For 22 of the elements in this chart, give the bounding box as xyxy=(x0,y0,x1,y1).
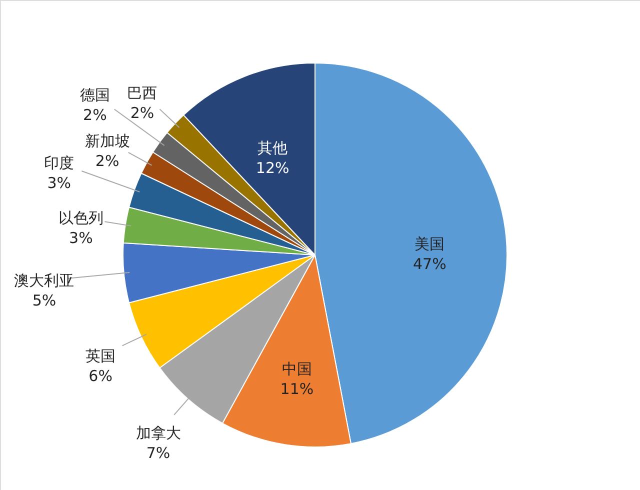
data-label: 3% xyxy=(47,174,71,192)
slice-label: 其他 xyxy=(258,138,288,157)
slice-label: 以色列 xyxy=(58,208,104,227)
slice-label: 中国 xyxy=(282,360,312,378)
slice-label: 美国 xyxy=(414,235,445,254)
data-label: 3% xyxy=(69,228,93,247)
slice-label: 新加坡 xyxy=(84,132,130,150)
data-label: 11% xyxy=(280,380,314,398)
slice-label: 德国 xyxy=(80,86,110,104)
data-label: 2% xyxy=(83,106,107,124)
data-label: 7% xyxy=(146,444,170,462)
data-label: 2% xyxy=(95,152,120,170)
data-label: 5% xyxy=(32,292,56,310)
slice-label: 英国 xyxy=(86,346,116,365)
data-label: 6% xyxy=(88,366,112,385)
data-label: 2% xyxy=(130,104,154,122)
slice-label: 加拿大 xyxy=(136,424,181,442)
slice-label: 巴西 xyxy=(127,84,158,102)
data-label: 47% xyxy=(413,255,446,274)
slice-label: 印度 xyxy=(44,154,74,172)
slice-label: 澳大利亚 xyxy=(14,272,74,290)
data-label: 12% xyxy=(256,158,290,177)
